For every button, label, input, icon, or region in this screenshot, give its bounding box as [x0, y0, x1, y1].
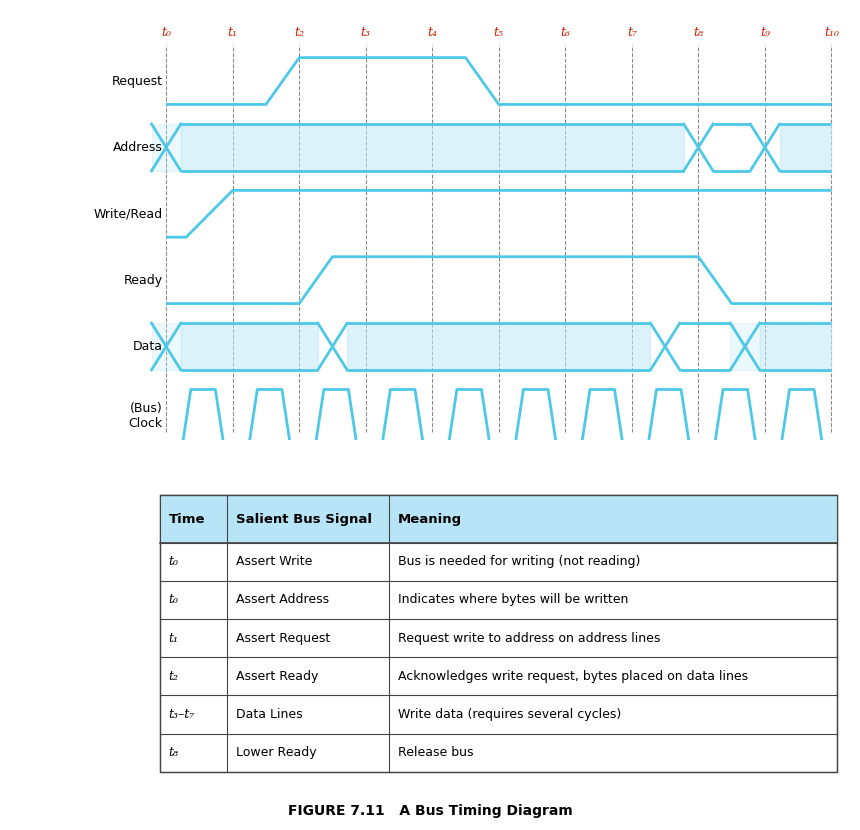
- Text: Lower Ready: Lower Ready: [236, 746, 316, 759]
- Text: Assert Write: Assert Write: [236, 555, 312, 569]
- Text: t₇: t₇: [627, 27, 637, 39]
- Text: t₁₀: t₁₀: [824, 27, 839, 39]
- Text: Release bus: Release bus: [398, 746, 474, 759]
- Text: Data Lines: Data Lines: [236, 708, 303, 721]
- Text: Assert Address: Assert Address: [236, 593, 329, 607]
- Text: t₈: t₈: [169, 746, 179, 759]
- Text: Request: Request: [112, 75, 163, 87]
- Text: Data: Data: [132, 340, 163, 353]
- Text: t₂: t₂: [169, 670, 179, 683]
- Text: Assert Request: Assert Request: [236, 632, 330, 645]
- Text: Request write to address on address lines: Request write to address on address line…: [398, 632, 660, 645]
- Text: t₅: t₅: [494, 27, 504, 39]
- Text: t₀: t₀: [161, 27, 171, 39]
- Text: Acknowledges write request, bytes placed on data lines: Acknowledges write request, bytes placed…: [398, 670, 748, 683]
- Text: Salient Bus Signal: Salient Bus Signal: [236, 512, 372, 525]
- Text: Assert Ready: Assert Ready: [236, 670, 318, 683]
- Text: Ready: Ready: [124, 274, 163, 286]
- Text: t₉: t₉: [760, 27, 770, 39]
- Text: Write data (requires several cycles): Write data (requires several cycles): [398, 708, 621, 721]
- Text: t₁: t₁: [228, 27, 237, 39]
- Text: t₄: t₄: [427, 27, 437, 39]
- Text: Meaning: Meaning: [398, 512, 462, 525]
- Text: t₃–t₇: t₃–t₇: [169, 708, 195, 721]
- Text: Bus is needed for writing (not reading): Bus is needed for writing (not reading): [398, 555, 641, 569]
- Text: Write/Read: Write/Read: [94, 208, 163, 220]
- Text: t₀: t₀: [169, 555, 179, 569]
- Text: Address: Address: [113, 141, 163, 154]
- Text: t₃: t₃: [360, 27, 371, 39]
- Text: t₀: t₀: [169, 593, 179, 607]
- Text: Time: Time: [169, 512, 206, 525]
- Text: Indicates where bytes will be written: Indicates where bytes will be written: [398, 593, 629, 607]
- Text: t₁: t₁: [169, 632, 179, 645]
- Text: t₆: t₆: [561, 27, 570, 39]
- Text: t₈: t₈: [693, 27, 703, 39]
- Text: (Bus)
Clock: (Bus) Clock: [129, 402, 163, 430]
- Text: t₂: t₂: [294, 27, 304, 39]
- Text: FIGURE 7.11   A Bus Timing Diagram: FIGURE 7.11 A Bus Timing Diagram: [287, 803, 573, 818]
